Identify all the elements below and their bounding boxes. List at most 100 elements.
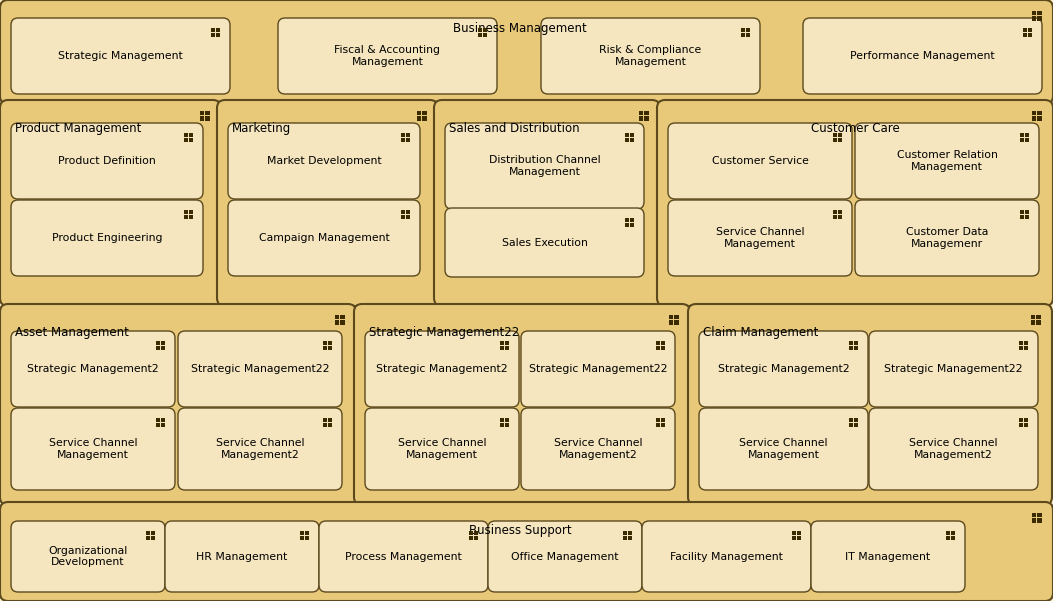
Text: Service Channel
Management2: Service Channel Management2: [909, 438, 998, 460]
FancyBboxPatch shape: [365, 331, 519, 407]
Bar: [630, 223, 634, 227]
FancyBboxPatch shape: [229, 200, 420, 276]
Bar: [205, 117, 210, 121]
FancyBboxPatch shape: [699, 408, 868, 490]
Bar: [625, 218, 629, 222]
Bar: [797, 531, 800, 535]
Text: Service Channel
Management2: Service Channel Management2: [216, 438, 304, 460]
Bar: [746, 33, 750, 37]
Bar: [946, 536, 950, 540]
Bar: [161, 418, 164, 422]
Bar: [1032, 16, 1036, 20]
Bar: [401, 210, 404, 214]
Bar: [746, 28, 750, 32]
Bar: [401, 133, 404, 137]
Bar: [669, 315, 673, 319]
Text: Customer Care: Customer Care: [811, 122, 899, 135]
Bar: [305, 531, 309, 535]
Text: Strategic Management2: Strategic Management2: [718, 364, 850, 374]
Bar: [838, 215, 841, 219]
Bar: [146, 536, 150, 540]
FancyBboxPatch shape: [855, 200, 1039, 276]
Bar: [340, 320, 344, 325]
Text: Service Channel
Management2: Service Channel Management2: [554, 438, 642, 460]
Bar: [500, 341, 503, 345]
Bar: [327, 418, 332, 422]
Bar: [323, 418, 326, 422]
Bar: [797, 536, 800, 540]
FancyBboxPatch shape: [165, 521, 319, 592]
Text: Strategic Management2: Strategic Management2: [27, 364, 159, 374]
Bar: [1024, 341, 1028, 345]
Bar: [340, 315, 344, 319]
FancyBboxPatch shape: [869, 408, 1038, 490]
Bar: [656, 341, 660, 345]
Bar: [951, 536, 955, 540]
Bar: [1019, 346, 1022, 350]
Bar: [951, 531, 955, 535]
Text: Strategic Management2: Strategic Management2: [376, 364, 508, 374]
Bar: [474, 536, 478, 540]
Bar: [849, 418, 853, 422]
Bar: [500, 346, 503, 350]
Bar: [661, 341, 664, 345]
Text: Facility Management: Facility Management: [670, 552, 783, 561]
Bar: [156, 418, 160, 422]
Bar: [1032, 117, 1036, 121]
Bar: [625, 138, 629, 142]
Bar: [644, 111, 649, 115]
FancyBboxPatch shape: [488, 521, 642, 592]
Bar: [1024, 28, 1027, 32]
Bar: [401, 215, 404, 219]
FancyBboxPatch shape: [869, 331, 1038, 407]
FancyBboxPatch shape: [657, 100, 1053, 306]
Bar: [838, 133, 841, 137]
Bar: [854, 418, 857, 422]
Bar: [417, 117, 421, 121]
Bar: [327, 346, 332, 350]
Text: Risk & Compliance
Management: Risk & Compliance Management: [599, 45, 701, 67]
Bar: [405, 210, 410, 214]
Bar: [1020, 210, 1024, 214]
Bar: [644, 117, 649, 121]
Bar: [1025, 138, 1029, 142]
Bar: [1032, 11, 1036, 15]
Bar: [216, 28, 220, 32]
Text: Distribution Channel
Management: Distribution Channel Management: [489, 155, 600, 177]
Bar: [300, 531, 303, 535]
FancyBboxPatch shape: [521, 408, 675, 490]
FancyBboxPatch shape: [803, 18, 1042, 94]
Bar: [1037, 519, 1041, 523]
Bar: [674, 320, 678, 325]
Bar: [1020, 138, 1024, 142]
Text: Fiscal & Accounting
Management: Fiscal & Accounting Management: [335, 45, 440, 67]
FancyBboxPatch shape: [668, 200, 852, 276]
Bar: [1024, 346, 1028, 350]
Bar: [1032, 513, 1036, 517]
FancyBboxPatch shape: [354, 304, 690, 505]
FancyBboxPatch shape: [0, 100, 221, 306]
Text: IT Management: IT Management: [846, 552, 931, 561]
Bar: [184, 133, 187, 137]
Bar: [1025, 210, 1029, 214]
Text: Product Management: Product Management: [15, 122, 141, 135]
FancyBboxPatch shape: [319, 521, 488, 592]
Bar: [469, 531, 473, 535]
Text: Asset Management: Asset Management: [15, 326, 128, 339]
Bar: [630, 138, 634, 142]
Bar: [504, 418, 509, 422]
Text: Customer Service: Customer Service: [712, 156, 809, 166]
Bar: [478, 33, 482, 37]
Bar: [946, 531, 950, 535]
Bar: [838, 210, 841, 214]
Bar: [792, 531, 796, 535]
Text: Service Channel
Management: Service Channel Management: [716, 227, 804, 249]
Bar: [661, 346, 664, 350]
Bar: [849, 423, 853, 427]
Bar: [625, 223, 629, 227]
Bar: [422, 117, 426, 121]
Bar: [1037, 117, 1041, 121]
Bar: [469, 536, 473, 540]
Bar: [656, 346, 660, 350]
FancyBboxPatch shape: [178, 408, 342, 490]
